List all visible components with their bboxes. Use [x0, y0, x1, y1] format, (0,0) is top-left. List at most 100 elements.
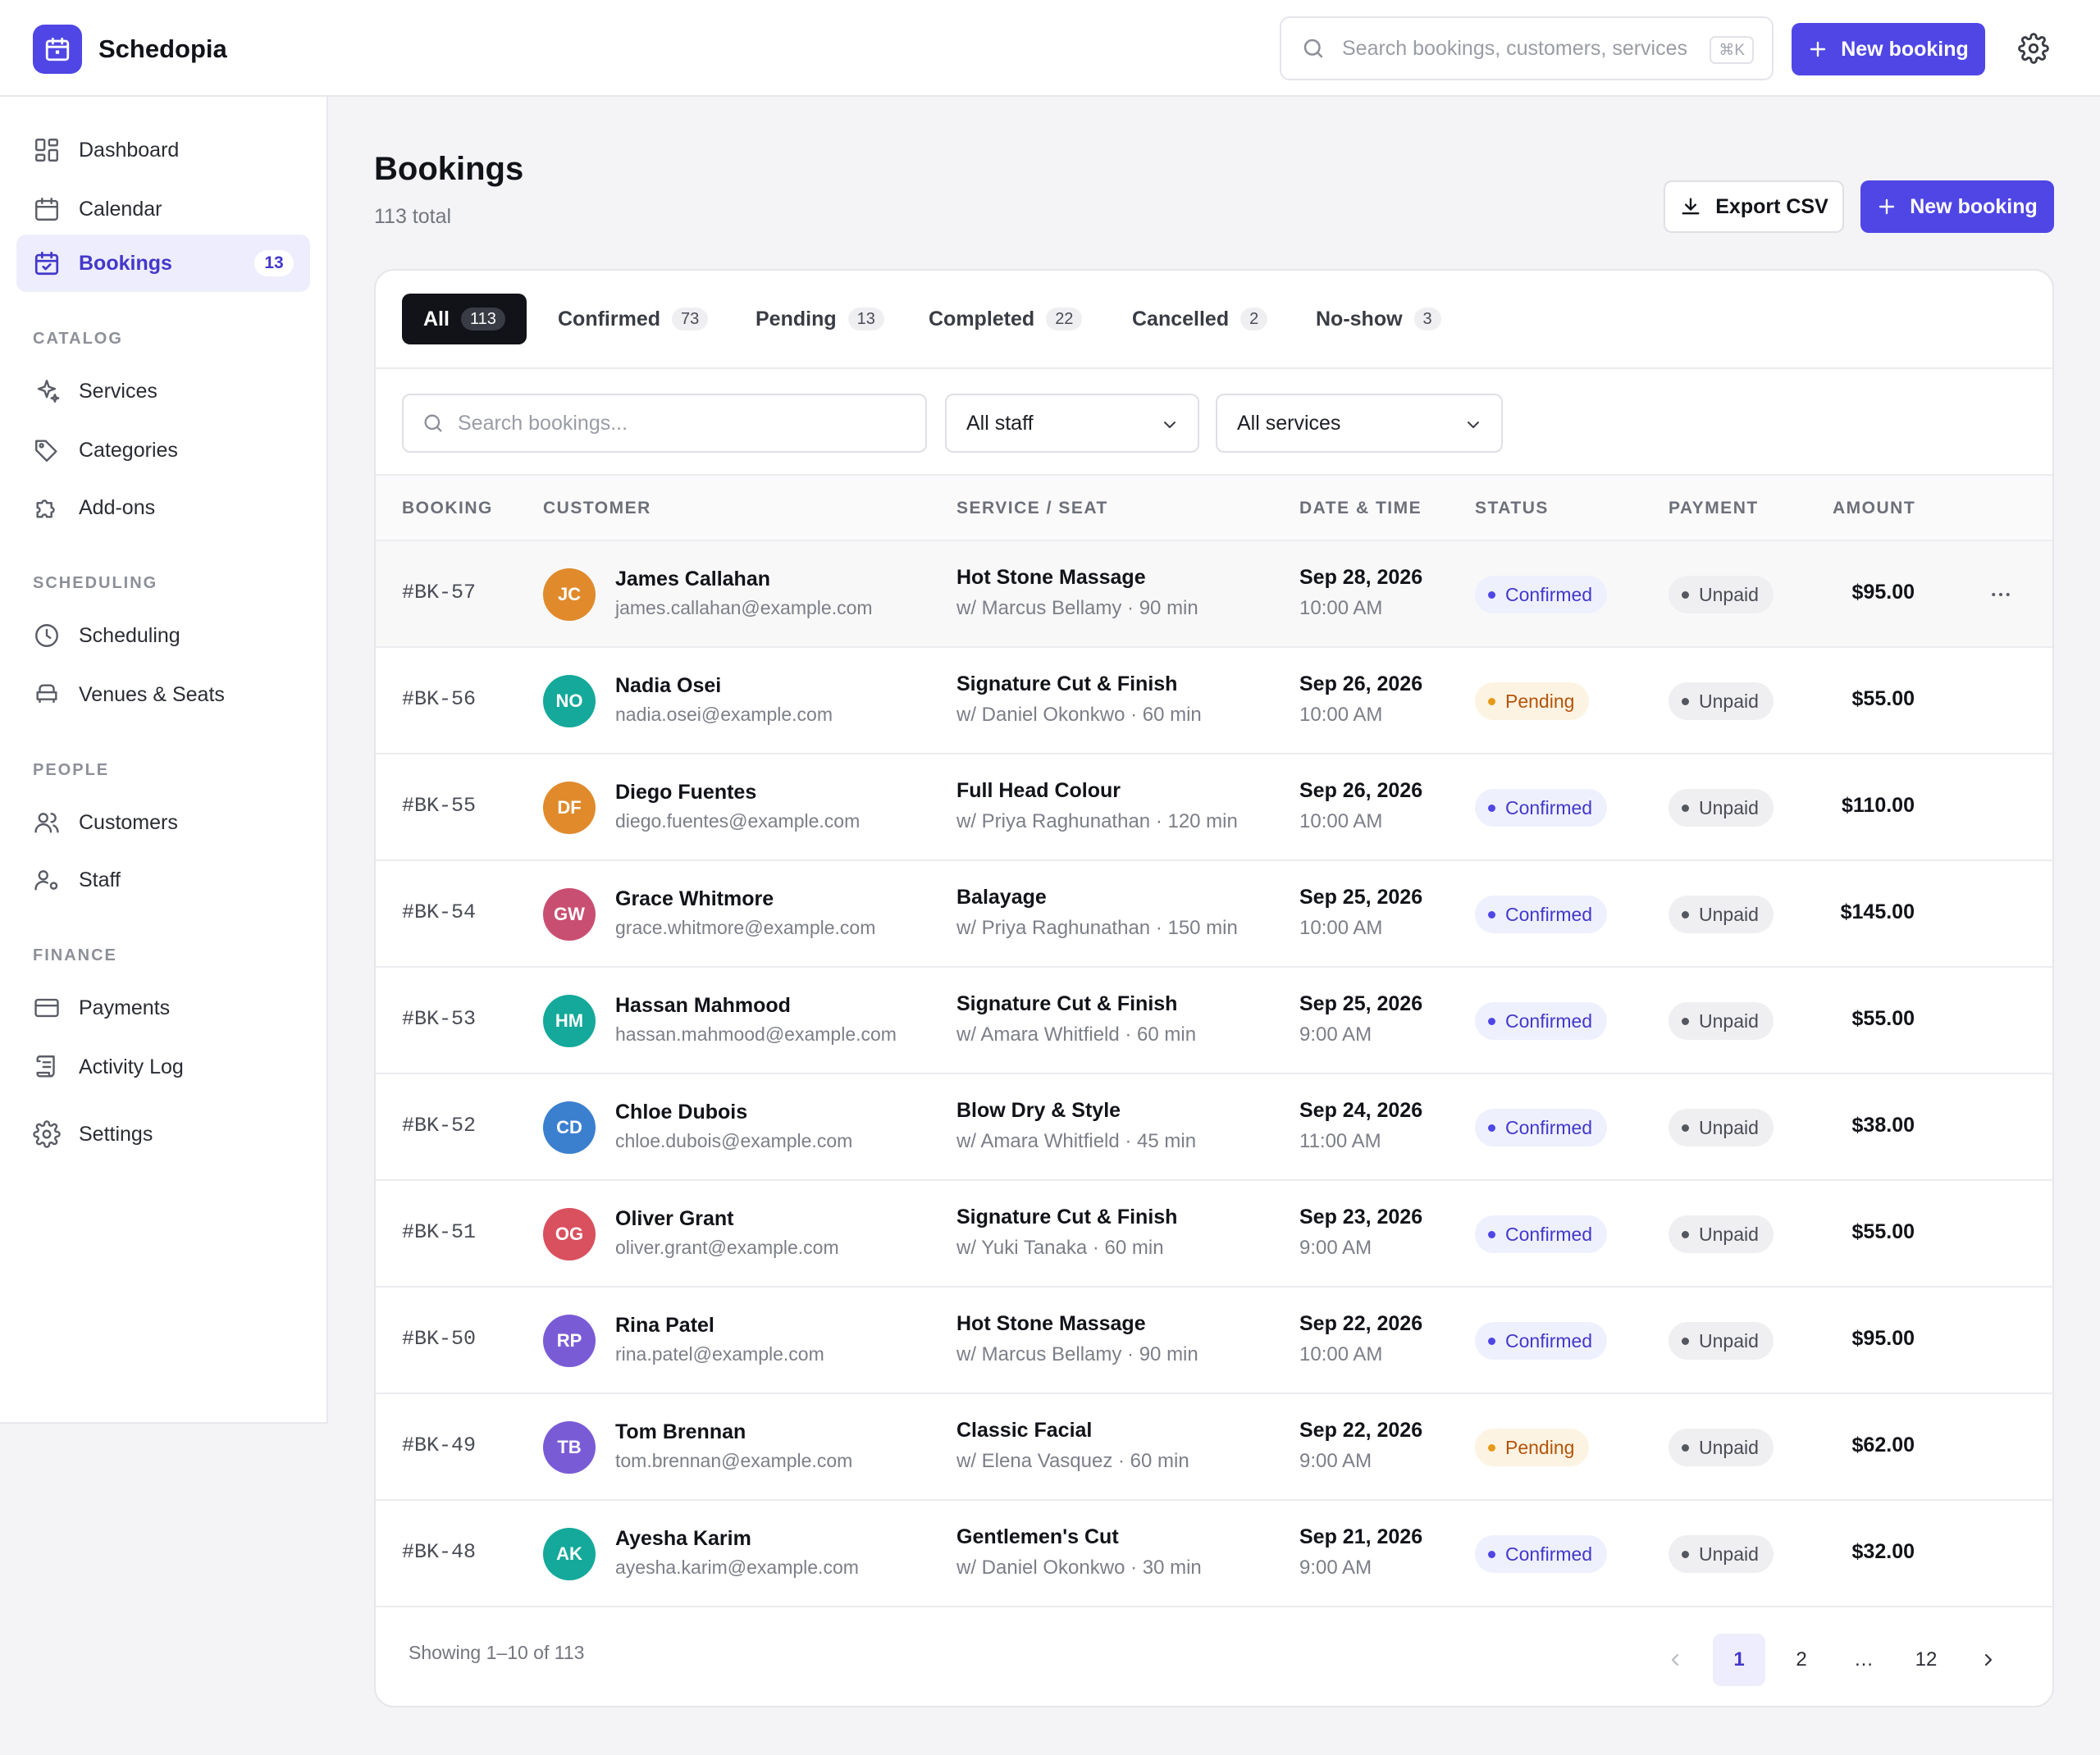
table-row[interactable]: #BK-52 CD Chloe Dubois chloe.dubois@example…	[376, 1074, 2052, 1181]
service-detail: w/ Yuki Tanaka · 60 min	[956, 1237, 1164, 1259]
status-label: Confirmed	[1505, 903, 1593, 925]
service-detail: w/ Marcus Bellamy · 90 min	[956, 597, 1198, 619]
table-row[interactable]: #BK-49 TB Tom Brennan tom.brennan@example.c…	[376, 1394, 2052, 1501]
table-row[interactable]: #BK-53 HM Hassan Mahmood hassan.mahmood@exa…	[376, 968, 2052, 1074]
table-row[interactable]: #BK-55 DF Diego Fuentes diego.fuentes@examp…	[376, 754, 2052, 861]
page-button-2[interactable]: 2	[1796, 1648, 1807, 1671]
customer-name[interactable]: Chloe Dubois	[615, 1101, 748, 1124]
booking-id[interactable]: #BK-49	[402, 1434, 477, 1457]
bookings-search-input[interactable]: Search bookings...	[402, 394, 927, 453]
customer-email: diego.fuentes@example.com	[615, 810, 861, 832]
customer-name[interactable]: Hassan Mahmood	[615, 994, 791, 1017]
booking-id[interactable]: #BK-48	[402, 1540, 477, 1564]
tab-completed[interactable]: Completed 22	[929, 294, 1083, 344]
sidebar-item-settings[interactable]: Settings	[16, 1105, 310, 1163]
column-header-service[interactable]: SERVICE / SEAT	[956, 499, 1108, 517]
table-row[interactable]: #BK-51 OG Oliver Grant oliver.grant@example…	[376, 1181, 2052, 1288]
sidebar-item-label: Categories	[79, 438, 178, 462]
search-icon	[422, 412, 445, 435]
sidebar-item-customers[interactable]: Customers	[16, 794, 310, 851]
booking-date: Sep 25, 2026	[1299, 992, 1423, 1015]
service-detail: w/ Amara Whitfield · 45 min	[956, 1130, 1197, 1152]
booking-id[interactable]: #BK-56	[402, 687, 477, 711]
service-detail: w/ Daniel Okonkwo · 30 min	[956, 1557, 1202, 1579]
sidebar-item-calendar[interactable]: Calendar	[16, 180, 310, 238]
status-label: Confirmed	[1505, 796, 1593, 818]
column-header-amount[interactable]: AMOUNT	[1833, 499, 1916, 517]
global-search-input[interactable]: Search bookings, customers, services ⌘K	[1280, 16, 1774, 80]
sidebar-item-staff[interactable]: Staff	[16, 851, 310, 909]
customer-name[interactable]: Nadia Osei	[615, 674, 722, 697]
booking-id[interactable]: #BK-57	[402, 581, 477, 604]
table-row[interactable]: #BK-50 RP Rina Patel rina.patel@example.com…	[376, 1288, 2052, 1394]
payment-dot	[1682, 697, 1689, 705]
customer-name[interactable]: Rina Patel	[615, 1314, 714, 1337]
new-booking-button[interactable]: New booking	[1860, 180, 2054, 233]
more-actions-icon[interactable]	[1988, 582, 2013, 607]
app-name: Schedopia	[98, 34, 227, 63]
table-row[interactable]: #BK-56 NO Nadia Osei nadia.osei@example.com…	[376, 648, 2052, 754]
booking-id[interactable]: #BK-50	[402, 1327, 477, 1351]
payment-badge: Unpaid	[1669, 1215, 1774, 1253]
booking-id[interactable]: #BK-54	[402, 900, 477, 924]
tab-no-show[interactable]: No-show 3	[1316, 294, 1441, 344]
sidebar-item-label: Customers	[79, 810, 178, 834]
column-header-status[interactable]: STATUS	[1475, 499, 1549, 517]
booking-id[interactable]: #BK-51	[402, 1220, 477, 1244]
tab-pending[interactable]: Pending 13	[756, 294, 884, 344]
payment-badge: Unpaid	[1669, 1322, 1774, 1360]
booking-id[interactable]: #BK-55	[402, 794, 477, 818]
table-row[interactable]: #BK-48 AK Ayesha Karim ayesha.karim@example…	[376, 1501, 2052, 1607]
next-page-button[interactable]	[1962, 1634, 2015, 1686]
sidebar-item-label: Add-ons	[79, 495, 156, 519]
payment-badge: Unpaid	[1669, 1109, 1774, 1146]
avatar: TB	[543, 1421, 596, 1474]
sidebar-item-activity-log[interactable]: Activity Log	[16, 1038, 310, 1096]
page-button-12[interactable]: 12	[1915, 1648, 1938, 1671]
booking-amount: $32.00	[1851, 1540, 1915, 1563]
tab-confirmed[interactable]: Confirmed 73	[558, 294, 709, 344]
customer-name[interactable]: James Callahan	[615, 568, 770, 590]
pagination-summary: Showing 1–10 of 113	[409, 1642, 585, 1663]
service-name: Full Head Colour	[956, 779, 1121, 802]
table-header: BOOKING CUSTOMER SERVICE / SEAT DATE & T…	[376, 476, 2052, 541]
status-label: Confirmed	[1505, 1329, 1593, 1352]
table-row[interactable]: #BK-54 GW Grace Whitmore grace.whitmore@exa…	[376, 861, 2052, 968]
export-csv-button[interactable]: Export CSV	[1664, 180, 1844, 233]
column-header-booking[interactable]: BOOKING	[402, 499, 493, 517]
column-header-payment[interactable]: PAYMENT	[1669, 499, 1759, 517]
page-button-1[interactable]: 1	[1713, 1634, 1765, 1686]
table-row[interactable]: #BK-57 JC James Callahan james.callahan@exa…	[376, 541, 2052, 648]
brand[interactable]: Schedopia	[33, 25, 227, 74]
service-detail: w/ Marcus Bellamy · 90 min	[956, 1343, 1198, 1365]
booking-id[interactable]: #BK-52	[402, 1114, 477, 1137]
sidebar-item-payments[interactable]: Payments	[16, 979, 310, 1037]
staff-select[interactable]: All staff	[945, 394, 1199, 453]
new-booking-button-top[interactable]: New booking	[1792, 23, 1985, 75]
customer-name[interactable]: Oliver Grant	[615, 1207, 734, 1230]
prev-page-button[interactable]	[1649, 1634, 1701, 1686]
booking-amount: $62.00	[1851, 1434, 1915, 1456]
tab-cancelled[interactable]: Cancelled 2	[1132, 294, 1268, 344]
sidebar-item-scheduling[interactable]: Scheduling	[16, 607, 310, 664]
customer-name[interactable]: Tom Brennan	[615, 1420, 746, 1443]
tab-all[interactable]: All 113	[402, 294, 527, 344]
sidebar-item-venues-seats[interactable]: Venues & Seats	[16, 666, 310, 723]
booking-time: 10:00 AM	[1299, 810, 1383, 832]
sidebar-item-label: Calendar	[79, 197, 162, 221]
services-select[interactable]: All services	[1216, 394, 1503, 453]
sidebar-item-add-ons[interactable]: Add-ons	[16, 479, 310, 536]
sidebar-item-services[interactable]: Services	[16, 362, 310, 420]
settings-gear-icon[interactable]	[2018, 33, 2049, 64]
booking-id[interactable]: #BK-53	[402, 1007, 477, 1031]
customer-name[interactable]: Grace Whitmore	[615, 887, 774, 910]
sidebar-item-dashboard[interactable]: Dashboard	[16, 121, 310, 179]
column-header-customer[interactable]: CUSTOMER	[543, 499, 651, 517]
dashboard-icon	[33, 136, 61, 164]
sidebar-item-label: Activity Log	[79, 1055, 184, 1078]
column-header-date-time[interactable]: DATE & TIME	[1299, 499, 1422, 517]
sidebar-item-categories[interactable]: Categories	[16, 422, 310, 479]
sidebar-item-bookings[interactable]: Bookings 13	[16, 235, 310, 292]
customer-name[interactable]: Diego Fuentes	[615, 781, 757, 804]
customer-name[interactable]: Ayesha Karim	[615, 1527, 751, 1550]
